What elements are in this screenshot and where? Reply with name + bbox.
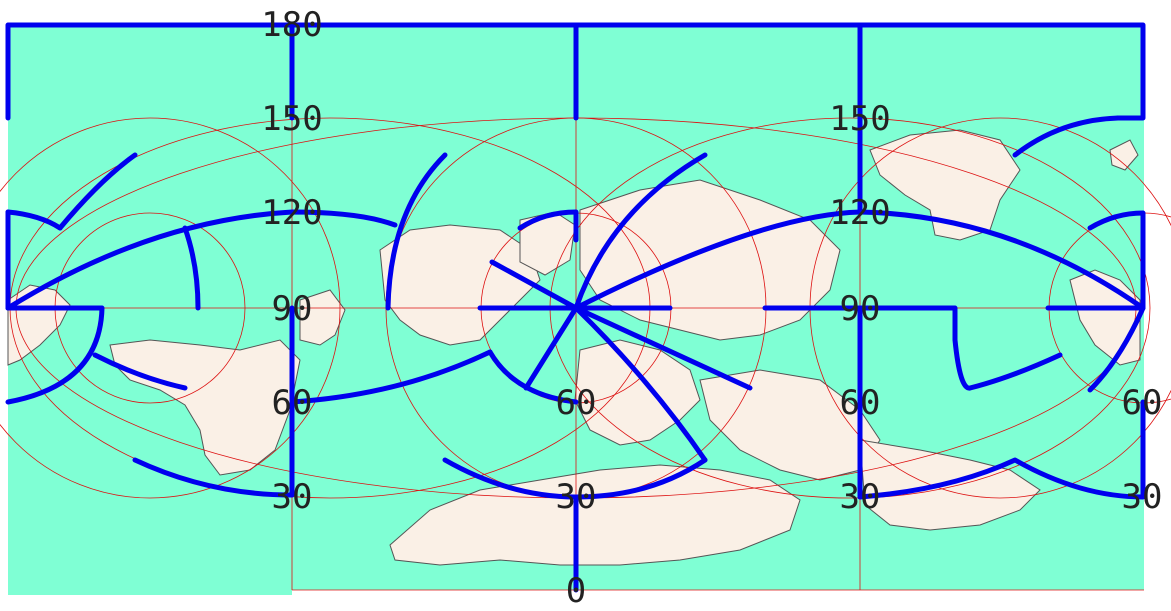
label-60-far-right: 60: [1122, 383, 1163, 423]
graticule-circle-a1: [0, 117, 341, 499]
label-layer: 180 150 120 90 60 30 0 150 120 90 60 30 …: [261, 5, 1163, 611]
overlay-layer: [5, 22, 1146, 593]
overlay-ray-6: [573, 305, 708, 463]
land-kamchatka: [1109, 139, 1139, 171]
label-60-right: 60: [840, 383, 881, 423]
overlay-arc-left-a: [5, 209, 398, 311]
overlay-arc-left-c: [182, 225, 201, 311]
overlay-frame-top: [5, 22, 1146, 121]
overlay-big-arc-right: [573, 209, 1146, 311]
label-180-top: 180: [261, 5, 322, 45]
label-150-right: 150: [829, 99, 890, 139]
overlay-arc-center-left: [385, 152, 448, 311]
overlay-arc-left-b: [57, 152, 138, 231]
label-60-left: 60: [272, 383, 313, 423]
label-120-right: 120: [829, 193, 890, 233]
label-90-left: 90: [272, 289, 313, 329]
overlay-right-lower-diag: [1087, 305, 1146, 393]
overlay-right-box: [762, 305, 1063, 391]
overlay-arc-center-upper: [517, 209, 579, 243]
overlay-right-bottom-arc: [857, 399, 1146, 500]
overlay-left-bottom-arc: [132, 457, 295, 498]
land-africa: [389, 464, 801, 566]
land-layer: [7, 129, 1141, 566]
overlay-ray-1: [489, 259, 579, 311]
overlay-left-lower-arc: [5, 305, 105, 405]
overlay-ray-5: [573, 305, 753, 391]
overlay-right-upper-box: [1045, 210, 1146, 311]
land-australia-west: [7, 284, 71, 366]
label-120-left: 120: [261, 193, 322, 233]
overlay-center-lower-left: [289, 349, 493, 405]
label-60-center: 60: [556, 383, 597, 423]
land-southeast-asia: [299, 289, 346, 346]
label-30-right: 30: [840, 477, 881, 517]
label-90-right: 90: [840, 289, 881, 329]
label-30-far-right: 30: [1122, 477, 1163, 517]
overlay-left-diag: [92, 352, 188, 391]
label-150-left: 150: [261, 99, 322, 139]
overlay-arc-upper-right: [1012, 115, 1121, 158]
label-0-bottom: 0: [566, 571, 586, 606]
overlay-ray-3: [523, 305, 579, 391]
label-30-left: 30: [272, 477, 313, 517]
overlay-center-lower-arc: [487, 349, 579, 405]
label-30-center: 30: [556, 477, 597, 517]
overlay-arc-center-right: [573, 152, 708, 311]
overlay-box-left-upper: [5, 209, 63, 231]
